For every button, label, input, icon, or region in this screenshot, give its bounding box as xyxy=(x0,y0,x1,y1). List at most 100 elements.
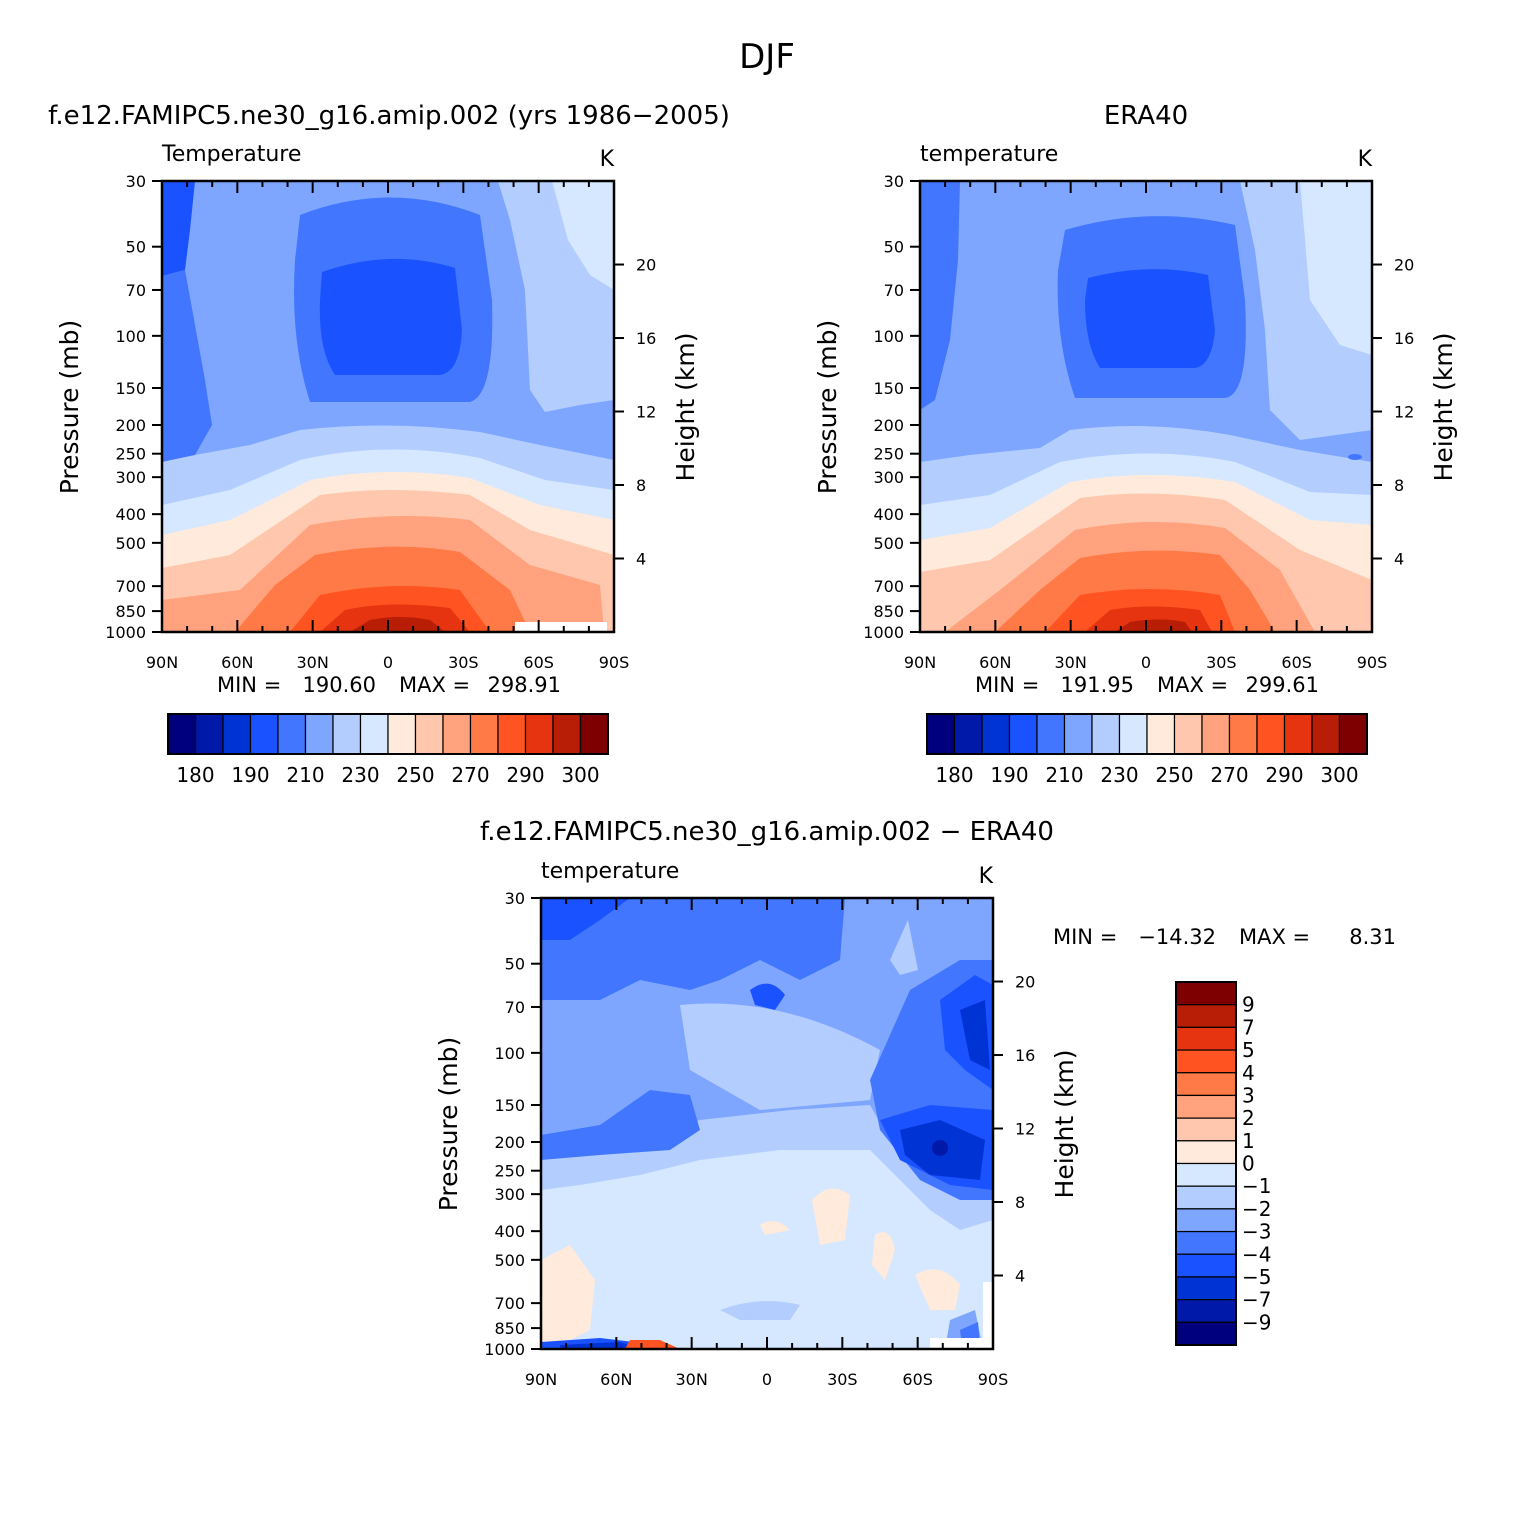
colorbar-label: 230 xyxy=(341,763,379,787)
panel-era40-ylabel: Pressure (mb) xyxy=(813,320,842,494)
x-tick-label: 0 xyxy=(1141,653,1151,672)
panel-era40-ylabel-right: Height (km) xyxy=(1429,333,1458,482)
x-tick-label: 60S xyxy=(1281,653,1312,672)
stat-min-value: 190.60 xyxy=(303,673,376,697)
colorbar-label: −2 xyxy=(1242,1197,1271,1221)
y-right-tick-label: 4 xyxy=(1015,1267,1025,1286)
colorbar-box xyxy=(926,713,956,755)
colorbar-label: 210 xyxy=(1045,763,1083,787)
colorbar-box xyxy=(1175,1185,1237,1210)
colorbar-box xyxy=(1175,1230,1237,1255)
y-tick-label: 300 xyxy=(115,468,146,487)
colorbar-box xyxy=(249,713,279,755)
panel-model-ylabel-right: Height (km) xyxy=(671,333,700,482)
panel-diff-ylabel-right: Height (km) xyxy=(1050,1050,1079,1199)
stat-min-label: MIN = xyxy=(1053,925,1124,949)
colorbar-box xyxy=(1175,1162,1237,1187)
colorbar-label: −7 xyxy=(1242,1288,1271,1312)
panel-model-subtitle-left: Temperature xyxy=(161,142,301,167)
y-right-tick-label: 16 xyxy=(1015,1046,1035,1065)
y-right-tick-label: 8 xyxy=(1015,1193,1025,1212)
y-tick-label: 30 xyxy=(884,172,904,191)
colorbar-box xyxy=(387,713,417,755)
stat-min-value: −14.32 xyxy=(1138,925,1216,949)
y-tick-label: 850 xyxy=(115,602,146,621)
colorbar-box xyxy=(469,713,499,755)
y-tick-label: 500 xyxy=(115,534,146,553)
y-tick-label: 30 xyxy=(505,889,525,908)
colorbar-box xyxy=(1063,713,1093,755)
y-tick-label: 70 xyxy=(884,281,904,300)
y-tick-label: 850 xyxy=(873,602,904,621)
stat-min-value: 191.95 xyxy=(1061,673,1134,697)
y-tick-label: 500 xyxy=(873,534,904,553)
colorbar-box xyxy=(524,713,554,755)
panel-model-ylabel: Pressure (mb) xyxy=(55,320,84,494)
y-right-tick-label: 8 xyxy=(1394,476,1404,495)
colorbar-label: 2 xyxy=(1242,1106,1255,1130)
y-tick-label: 100 xyxy=(873,327,904,346)
colorbar-box xyxy=(1175,1004,1237,1028)
colorbar-label: 270 xyxy=(451,763,489,787)
x-tick-label: 60S xyxy=(523,653,554,672)
x-tick-label: 60N xyxy=(600,1370,632,1389)
colorbar-box xyxy=(167,713,197,755)
panel-diff-axes: 30 50 70 100 150 200 250 300 400 500 700 850 1000 20 1… xyxy=(484,889,1035,1389)
panel-era40-subtitle-right: K xyxy=(1358,147,1373,172)
colorbar-label: −3 xyxy=(1242,1220,1271,1244)
colorbar-label: 190 xyxy=(990,763,1028,787)
y-tick-label: 150 xyxy=(494,1096,525,1115)
y-right-tick-label: 4 xyxy=(1394,550,1404,569)
colorbar-box xyxy=(1228,713,1258,755)
y-tick-label: 250 xyxy=(494,1162,525,1181)
panel-era40-subtitle-left: temperature xyxy=(920,142,1058,167)
colorbar-box xyxy=(1338,713,1368,755)
colorbar-box xyxy=(222,713,252,755)
colorbar-box xyxy=(1175,981,1237,1006)
panel-model: f.e12.FAMIPC5.ne30_g16.amip.002 (yrs 198… xyxy=(48,101,730,787)
y-tick-label: 700 xyxy=(873,577,904,596)
colorbar-label: 290 xyxy=(506,763,544,787)
y-right-tick-label: 8 xyxy=(636,476,646,495)
y-tick-label: 70 xyxy=(505,998,525,1017)
colorbar-box xyxy=(1175,1117,1237,1142)
colorbar-box xyxy=(1256,713,1286,755)
x-tick-label: 90S xyxy=(599,653,630,672)
colorbar-box xyxy=(1175,1140,1237,1165)
x-tick-label: 30N xyxy=(676,1370,708,1389)
stat-max-label: MAX = xyxy=(1239,925,1317,949)
colorbar-label: 1 xyxy=(1242,1129,1255,1153)
colorbar-box xyxy=(1091,713,1121,755)
panel-diff-subtitle-left: temperature xyxy=(541,859,679,884)
y-tick-label: 50 xyxy=(505,955,525,974)
colorbar-label: 300 xyxy=(561,763,599,787)
colorbar-label: 3 xyxy=(1242,1083,1255,1107)
colorbar-label: 9 xyxy=(1242,993,1255,1017)
y-tick-label: 200 xyxy=(494,1133,525,1152)
colorbar-box xyxy=(194,713,224,755)
colorbar-box xyxy=(1175,1321,1237,1346)
colorbar-label: 190 xyxy=(231,763,269,787)
colorbar-box xyxy=(1201,713,1231,755)
colorbar-label: 0 xyxy=(1242,1152,1255,1176)
y-tick-label: 850 xyxy=(494,1319,525,1338)
y-tick-label: 300 xyxy=(494,1185,525,1204)
colorbar-box xyxy=(1175,1208,1237,1233)
colorbar-label: 290 xyxy=(1265,763,1303,787)
panel-era40-axes: 30 50 70 100 150 200 250 300 400 500 700 850 1000 20 1… xyxy=(863,172,1414,672)
colorbar-box xyxy=(359,713,389,755)
y-right-tick-label: 4 xyxy=(636,550,646,569)
colorbar-box xyxy=(1175,1072,1237,1097)
colorbar-label: 210 xyxy=(286,763,324,787)
colorbar-box xyxy=(1146,713,1176,755)
colorbar-box xyxy=(1036,713,1066,755)
colorbar-box xyxy=(1118,713,1148,755)
colorbar-box xyxy=(1175,1026,1237,1051)
colorbar-frame xyxy=(167,713,609,755)
y-tick-label: 100 xyxy=(494,1044,525,1063)
colorbar-box xyxy=(552,713,582,755)
panel-era40: ERA40 temperature K 30507010015020025030… xyxy=(813,101,1458,787)
colorbar-box xyxy=(1008,713,1038,755)
y-tick-label: 1000 xyxy=(863,623,904,642)
